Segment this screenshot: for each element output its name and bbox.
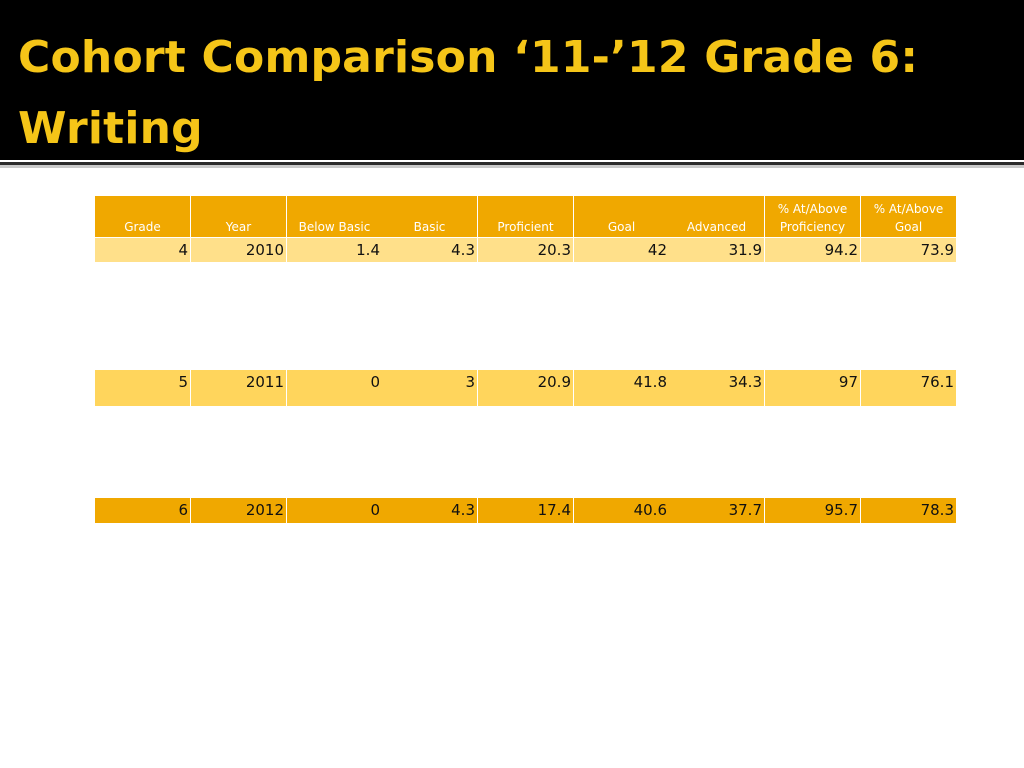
cell-grade: 4	[95, 238, 190, 262]
cell-basic: 4.3	[382, 238, 477, 262]
divider-line	[0, 162, 1024, 165]
table-row: 5 2011 0 3 20.9 41.8 34.3 97 76.1	[95, 370, 956, 406]
cell-goal: 40.6	[574, 498, 669, 523]
cell-below-basic: 0	[287, 498, 382, 523]
cell-goal: 42	[574, 238, 669, 262]
cell-goal: 41.8	[574, 370, 669, 406]
header-cell-grade: Grade	[95, 196, 190, 237]
title-bar: Cohort Comparison ‘11-’12 Grade 6: Writi…	[0, 0, 1024, 160]
divider-line-light	[0, 165, 1024, 168]
cell-advanced: 31.9	[669, 238, 764, 262]
header-cell-proficient: Proficient	[478, 196, 573, 237]
header-cell-pct-goal: % At/Above Goal	[861, 196, 956, 237]
cell-proficient: 17.4	[478, 498, 573, 523]
cell-below-basic: 0	[287, 370, 382, 406]
cell-year: 2011	[191, 370, 286, 406]
header-cell-goal: Goal	[574, 196, 669, 237]
cell-advanced: 37.7	[669, 498, 764, 523]
cell-pct-goal: 78.3	[861, 498, 956, 523]
cell-year: 2010	[191, 238, 286, 262]
cell-pct-goal: 76.1	[861, 370, 956, 406]
header-cell-basic: Basic	[382, 196, 477, 237]
cell-grade: 5	[95, 370, 190, 406]
cell-grade: 6	[95, 498, 190, 523]
table-row: 6 2012 0 4.3 17.4 40.6 37.7 95.7 78.3	[95, 498, 956, 523]
header-cell-pct-proficiency: % At/Above Proficiency	[765, 196, 860, 237]
slide-title: Cohort Comparison ‘11-’12 Grade 6: Writi…	[18, 32, 919, 155]
cell-pct-proficiency: 97	[765, 370, 860, 406]
header-cell-advanced: Advanced	[669, 196, 764, 237]
cell-basic: 4.3	[382, 498, 477, 523]
cell-advanced: 34.3	[669, 370, 764, 406]
cell-basic: 3	[382, 370, 477, 406]
table-header-row: Grade Year Below Basic Basic Proficient …	[95, 196, 956, 237]
cell-below-basic: 1.4	[287, 238, 382, 262]
header-cell-year: Year	[191, 196, 286, 237]
cell-pct-proficiency: 95.7	[765, 498, 860, 523]
header-cell-below-basic: Below Basic	[287, 196, 382, 237]
cell-pct-proficiency: 94.2	[765, 238, 860, 262]
cell-proficient: 20.9	[478, 370, 573, 406]
cell-pct-goal: 73.9	[861, 238, 956, 262]
table-row: 4 2010 1.4 4.3 20.3 42 31.9 94.2 73.9	[95, 238, 956, 262]
cell-year: 2012	[191, 498, 286, 523]
cell-proficient: 20.3	[478, 238, 573, 262]
